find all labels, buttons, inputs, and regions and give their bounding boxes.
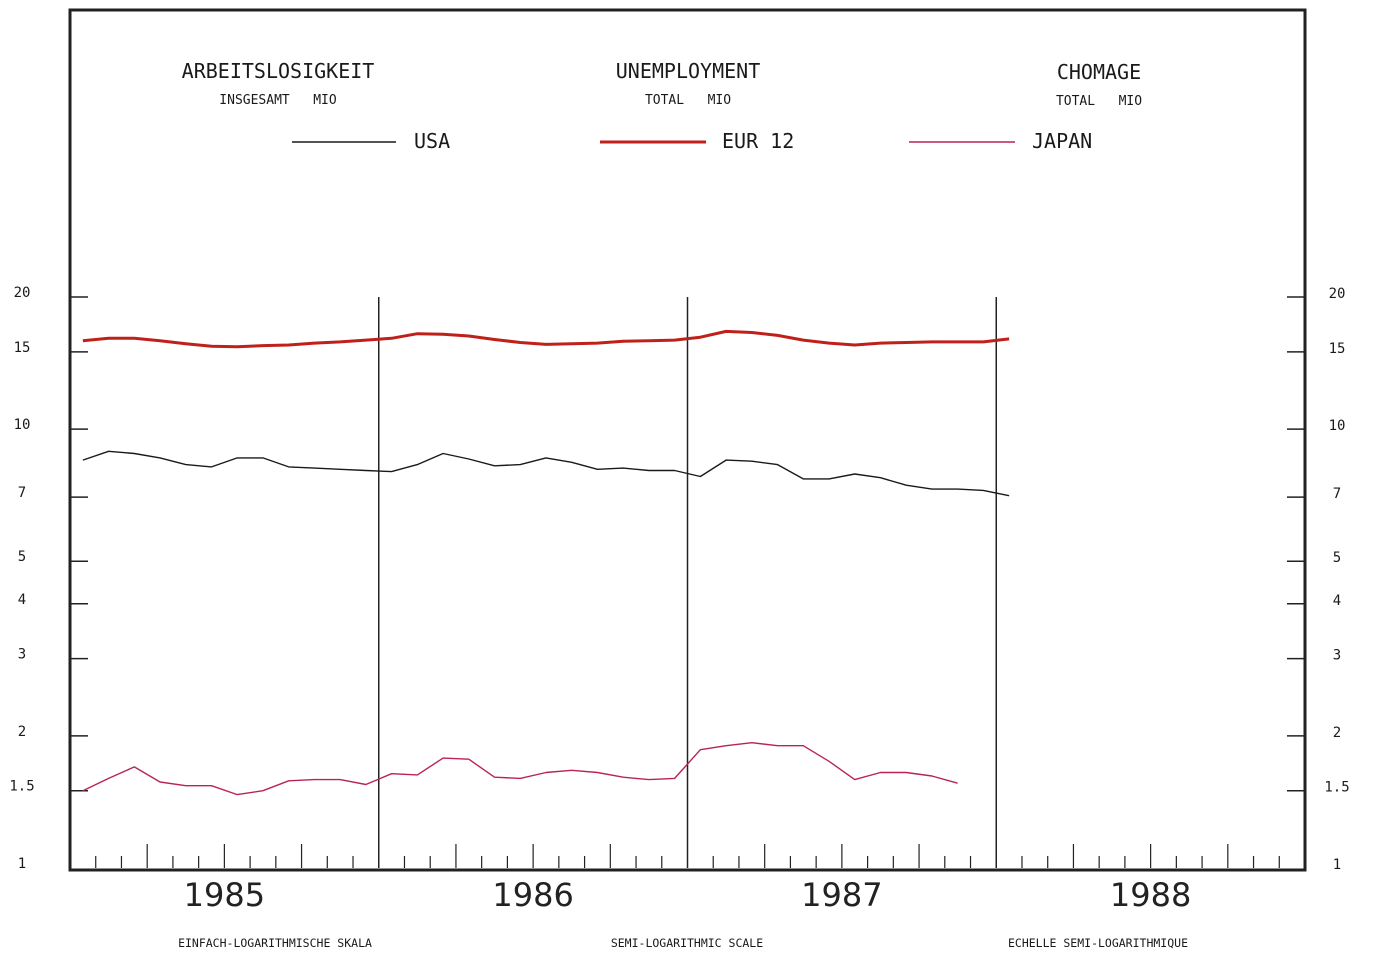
y-tick-label-left: 1: [18, 856, 26, 872]
x-axis: 1985 1986 1987 1988: [95, 297, 1280, 914]
y-tick-label-right: 5: [1333, 550, 1341, 566]
y-tick-label-left: 4: [18, 592, 26, 608]
series-line-japan: [82, 742, 958, 796]
y-tick-label-right: 20: [1329, 286, 1346, 302]
series-lines: [82, 329, 1010, 796]
y-tick-label-right: 15: [1329, 341, 1346, 357]
y-tick-label-right: 3: [1333, 648, 1341, 664]
y-tick-label-right: 4: [1333, 593, 1341, 609]
year-label: 1986: [492, 876, 573, 914]
y-tick-label-left: 5: [18, 549, 26, 565]
series-line-usa: [82, 450, 1010, 497]
title-en: UNEMPLOYMENT: [616, 59, 761, 83]
y-tick-label-left: 10: [14, 417, 31, 433]
y-tick-label-right: 7: [1333, 486, 1341, 502]
legend-label: USA: [414, 129, 450, 153]
y-tick-label-left: 7: [18, 485, 26, 501]
legend: USA EUR 12 JAPAN: [292, 129, 1092, 153]
y-tick-label-right: 2: [1333, 725, 1341, 741]
scale-note-de: EINFACH-LOGARITHMISCHE SKALA: [178, 936, 372, 950]
title-de: ARBEITSLOSIGKEIT: [182, 59, 375, 83]
y-tick-label-left: 1.5: [9, 779, 34, 795]
year-label: 1985: [184, 876, 265, 914]
y-tick-label-left: 20: [14, 285, 31, 301]
scale-notes: EINFACH-LOGARITHMISCHE SKALA SEMI-LOGARI…: [178, 936, 1188, 950]
legend-label: EUR 12: [722, 129, 794, 153]
y-tick-label-left: 15: [14, 340, 31, 356]
header-titles: ARBEITSLOSIGKEIT INSGESAMT MIO UNEMPLOYM…: [182, 59, 1143, 109]
y-tick-label-left: 3: [18, 647, 26, 663]
year-label: 1988: [1110, 876, 1191, 914]
legend-label: JAPAN: [1032, 129, 1092, 153]
series-line-eur-12: [82, 329, 1010, 349]
plot-frame: [68, 8, 1307, 872]
title-fr: CHOMAGE: [1057, 60, 1141, 84]
y-tick-label-right: 10: [1329, 418, 1346, 434]
subtitle-en: TOTAL MIO: [645, 93, 731, 108]
subtitle-fr: TOTAL MIO: [1056, 94, 1142, 109]
scale-note-fr: ECHELLE SEMI-LOGARITHMIQUE: [1008, 936, 1188, 950]
y-tick-label-right: 1.5: [1324, 780, 1349, 796]
y-axes: 1 1 1.5 1.5 2 2 3 3 4 4 5 5 7 7 10 10 15 15 20 20: [9, 285, 1349, 873]
year-label: 1987: [801, 876, 882, 914]
y-tick-label-left: 2: [18, 724, 26, 740]
y-tick-label-right: 1: [1333, 857, 1341, 873]
scale-note-en: SEMI-LOGARITHMIC SCALE: [611, 936, 763, 950]
subtitle-de: INSGESAMT MIO: [219, 93, 337, 108]
